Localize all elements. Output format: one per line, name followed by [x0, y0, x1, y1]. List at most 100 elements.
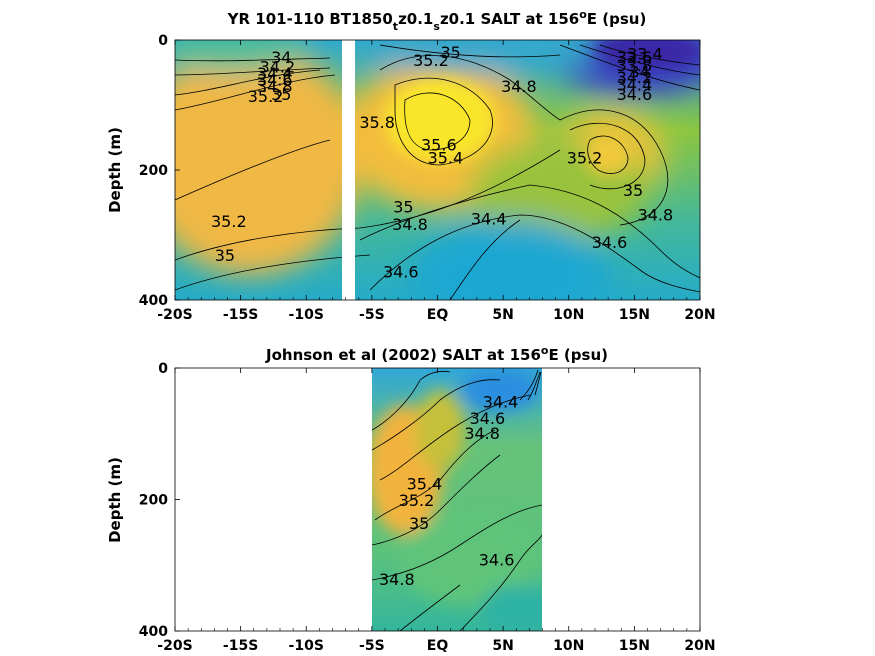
y-tick-label: 400 [139, 624, 168, 640]
contour-label: 34.6 [257, 71, 293, 90]
x-tick-label: -20S [157, 638, 192, 654]
contour-line [399, 584, 461, 631]
contour-label: 35.4 [428, 149, 464, 168]
contour-label: 35.2 [248, 87, 284, 106]
x-tick-label: 10N [553, 307, 584, 323]
contour-line [175, 74, 336, 111]
panel-2-y-ticks: 0 200 400 [139, 361, 180, 640]
contour-label: 34.8 [257, 77, 293, 96]
panel-1-data-gap [342, 40, 355, 300]
contour-label: 35.2 [399, 491, 435, 510]
panel-1: YR 101-110 BT1850tz0.1sz0.1 SALT at 156o… [106, 8, 716, 323]
contour-label: 34.6 [470, 409, 506, 428]
contour-line [559, 44, 700, 91]
contour-line [599, 44, 700, 66]
x-tick-label: -15S [223, 638, 258, 654]
panel-2-x-ticks: -20S -15S -10S -5S EQ 5N 10N 15N 20N [157, 368, 716, 654]
panel-2-y-axis-label: Depth (m) [106, 457, 124, 543]
contour-label: 34.2 [617, 68, 653, 87]
contour-label: 35 [440, 43, 460, 62]
y-tick-label: 0 [158, 33, 168, 49]
y-tick-label: 0 [158, 361, 168, 377]
contour-line [374, 429, 496, 521]
contour-line [175, 139, 331, 201]
x-tick-label: -10S [289, 307, 324, 323]
contour-line [519, 369, 539, 401]
contour-line [175, 69, 321, 96]
panel-1-y-ticks: 0 200 400 [139, 33, 180, 309]
contour-label: 34.4 [257, 64, 293, 83]
x-tick-label: -15S [223, 307, 258, 323]
contour-line [394, 77, 493, 166]
contour-label: 35.8 [359, 113, 395, 132]
contour-label: 34.8 [392, 215, 428, 234]
contour-label: 34.8 [464, 424, 500, 443]
contour-line [372, 379, 501, 451]
panel-1-title: YR 101-110 BT1850tz0.1sz0.1 SALT at 156o… [227, 8, 647, 33]
contour-line [459, 534, 542, 631]
x-tick-label: -5S [359, 638, 385, 654]
contour-label: 35.4 [407, 475, 443, 494]
y-tick-label: 200 [139, 163, 168, 179]
x-tick-label: -5S [359, 307, 385, 323]
contour-line [175, 57, 331, 62]
contour-label: 35.2 [211, 212, 247, 231]
panel-2-title: Johnson et al (2002) SALT at 156oE (psu) [265, 344, 608, 364]
x-tick-label: 10N [553, 638, 584, 654]
contour-line [372, 504, 542, 581]
x-tick-label: -10S [289, 638, 324, 654]
x-tick-label: 15N [619, 307, 650, 323]
contour-line [587, 135, 629, 174]
contour-label: 33.6 [617, 48, 653, 67]
contour-label: 34 [271, 48, 291, 67]
contour-line [404, 92, 471, 151]
x-tick-label: 5N [492, 638, 513, 654]
x-tick-label: 15N [619, 638, 650, 654]
contour-line [175, 149, 561, 261]
x-tick-label: 20N [684, 638, 715, 654]
contour-label: 34.6 [479, 550, 515, 569]
panel-2: Johnson et al (2002) SALT at 156oE (psu)… [106, 344, 716, 654]
x-tick-label: EQ [427, 638, 449, 654]
contour-label: 34.8 [501, 77, 537, 96]
x-tick-label: -20S [157, 307, 192, 323]
contour-line [379, 394, 531, 481]
x-tick-label: EQ [427, 307, 449, 323]
contour-label: 35.2 [567, 149, 603, 168]
contour-label: 34.6 [617, 85, 653, 104]
contour-line [372, 370, 451, 431]
contour-label: 34.4 [483, 392, 519, 411]
contour-line [449, 219, 521, 300]
contour-line [359, 184, 700, 279]
contour-line [579, 44, 700, 76]
contour-line [527, 371, 541, 401]
contour-label: 34.6 [592, 233, 628, 252]
contour-line [379, 44, 561, 58]
contour-label: 35 [271, 85, 291, 104]
contour-label: 35 [409, 514, 429, 533]
contour-label: 34.6 [383, 262, 419, 281]
contour-label: 34.8 [379, 570, 415, 589]
panel-2-field [372, 368, 542, 631]
contour-label: 35 [393, 197, 413, 216]
contour-label: 35 [623, 181, 643, 200]
contour-line [569, 122, 646, 190]
panel-1-field [175, 40, 700, 300]
panel-1-contour-labels: 3434.234.434.634.83535.235.23534.835.835… [211, 43, 673, 281]
contour-label: 33.8 [617, 56, 653, 75]
contour-line [379, 55, 669, 226]
panel-2-contours [372, 369, 542, 631]
contour-label: 35 [215, 246, 235, 265]
contour-line [175, 67, 331, 76]
y-tick-label: 200 [139, 493, 168, 509]
contour-label: 34 [629, 63, 649, 82]
contour-label: 35.2 [413, 51, 449, 70]
contour-label: 35.6 [421, 136, 457, 155]
contour-label: 34.8 [638, 206, 674, 225]
panel-1-y-axis-label: Depth (m) [106, 127, 124, 213]
y-tick-label: 400 [139, 293, 168, 309]
contour-label: 34.4 [617, 76, 653, 95]
panel-1-x-ticks: -20S -15S -10S -5S EQ 5N 10N 15N 20N [157, 40, 716, 323]
